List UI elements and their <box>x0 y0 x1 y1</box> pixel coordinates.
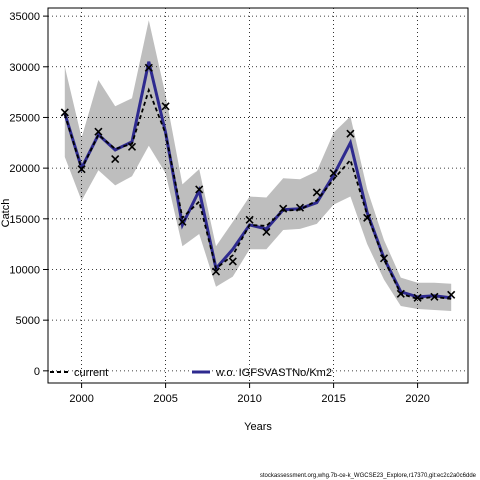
observed-point-stroke <box>346 129 355 138</box>
observed-point <box>127 142 137 151</box>
observed-point-stroke <box>363 213 372 222</box>
observed-point-stroke <box>144 63 153 72</box>
legend-item: current <box>50 367 108 379</box>
observed-point <box>195 185 204 194</box>
observed-point <box>396 289 405 298</box>
legend-label: current <box>74 367 108 379</box>
y-tick-label: 10000 <box>9 264 40 276</box>
observed-point-stroke <box>295 203 305 212</box>
observed-point-stroke <box>77 165 86 174</box>
y-tick-label: 5000 <box>16 315 40 327</box>
y-axis-title: Catch <box>0 199 12 228</box>
observed-point <box>262 227 271 237</box>
x-tick-label: 2005 <box>153 393 177 405</box>
observed-point <box>144 63 153 72</box>
observed-point <box>111 154 120 164</box>
legend-item: w.o. IGFSVASTNo/Km2 <box>192 367 332 379</box>
x-tick-label: 2020 <box>405 393 429 405</box>
observed-point-stroke <box>447 290 456 299</box>
axes: 2000 2005 2010 2015 2020 0 5000 10000 15000 20000… <box>9 7 469 405</box>
plot-frame <box>47 7 469 384</box>
y-tick-label: 25000 <box>9 112 40 124</box>
observed-point-stroke <box>413 293 422 302</box>
observed-point-stroke <box>262 227 271 237</box>
y-tick-label: 0 <box>34 366 40 378</box>
observed-point <box>228 257 237 266</box>
observed-points <box>60 63 456 302</box>
observed-point <box>178 217 187 226</box>
x-tick-label: 2015 <box>321 393 345 405</box>
observed-point-stroke <box>379 254 389 263</box>
observed-point-stroke <box>279 204 288 213</box>
observed-point-stroke <box>329 169 338 178</box>
observed-point-stroke <box>161 102 170 111</box>
observed-point <box>346 129 355 138</box>
observed-point-stroke <box>111 154 120 164</box>
observed-point <box>279 204 288 213</box>
observed-point <box>245 215 254 224</box>
observed-point <box>363 213 372 222</box>
confidence-band-area <box>64 20 452 311</box>
x-tick-label: 2010 <box>237 393 261 405</box>
observed-point-stroke <box>195 185 204 194</box>
footer-credit: stockassessment.org,whg.7b-ce-k_WGCSE23_… <box>259 473 476 479</box>
observed-point <box>430 292 439 301</box>
y-tick-label: 30000 <box>9 62 40 74</box>
observed-point <box>413 293 422 302</box>
observed-point-stroke <box>396 289 405 298</box>
y-tick-label: 35000 <box>9 11 40 23</box>
observed-point <box>211 267 221 276</box>
observed-point-stroke <box>94 127 103 136</box>
observed-point-stroke <box>211 267 221 276</box>
x-axis-title: Years <box>244 421 272 433</box>
observed-point <box>329 169 338 178</box>
observed-point-stroke <box>60 108 69 117</box>
legend-label: w.o. IGFSVASTNo/Km2 <box>215 367 332 379</box>
observed-point-stroke <box>178 217 187 226</box>
observed-point <box>60 108 69 117</box>
observed-point-stroke <box>228 257 237 266</box>
y-tick-label: 20000 <box>9 163 40 175</box>
confidence-band <box>64 20 452 311</box>
observed-point <box>94 127 103 136</box>
y-tick-label: 15000 <box>9 214 40 226</box>
observed-point <box>312 188 321 197</box>
observed-point-stroke <box>312 188 321 197</box>
legend: current w.o. IGFSVASTNo/Km2 <box>50 367 332 379</box>
observed-point <box>161 102 170 111</box>
observed-point <box>295 203 305 212</box>
observed-point-stroke <box>430 292 439 301</box>
observed-point <box>379 254 389 263</box>
x-tick-label: 2000 <box>69 393 93 405</box>
observed-point <box>77 165 86 174</box>
observed-point-stroke <box>127 142 137 151</box>
observed-point-stroke <box>245 215 254 224</box>
grid <box>48 8 468 383</box>
observed-point <box>447 290 456 299</box>
